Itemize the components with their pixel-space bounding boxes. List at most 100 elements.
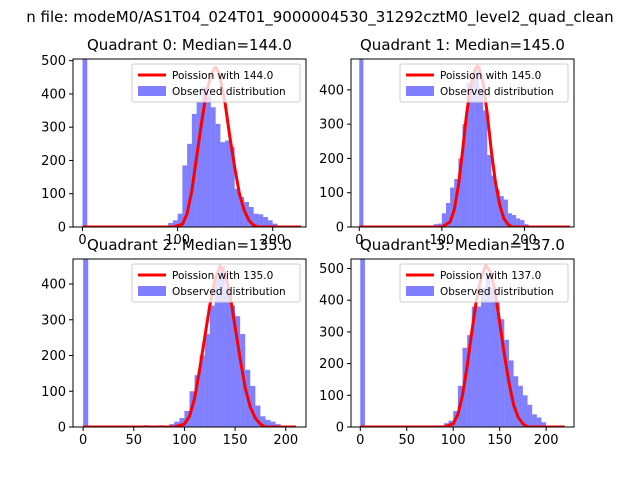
histogram-bar [272,223,278,227]
legend-frame [131,63,301,103]
histogram-bar [174,421,180,427]
histogram-bar [507,213,513,227]
histogram-bar [481,287,486,427]
axes-frame [350,58,575,228]
histogram-bar [462,124,467,227]
y-tick-label: 100 [41,385,66,400]
x-tick-label: 200 [273,433,298,448]
histogram-bar [229,147,235,227]
histogram-bar [503,199,508,227]
y-tick-label: 0 [58,421,66,436]
x-tick-label: 50 [126,433,143,448]
histogram-bar [487,155,492,227]
subplot-quadrant-2: 0 50 100 150 200 0 100 200 300 400 Quadrant 2: Med… [41,236,307,448]
y-tick-label: 100 [319,186,344,201]
histogram-bar [445,203,451,227]
legend-label-observed: Observed distribution [440,86,554,98]
histogram-bar [474,69,480,227]
subplot-title: Quadrant 0: Median=144.0 [87,36,292,54]
histogram-bar [234,188,240,227]
legend-label-observed: Observed distribution [440,286,554,298]
x-tick-label: 200 [534,433,559,448]
legend-bar-swatch [138,286,166,296]
histogram-bar [172,220,178,227]
x-tick-label: 200 [512,233,537,248]
legend: Poission with 144.0 Observed distribution [131,63,301,103]
histogram-bar [265,419,271,427]
histogram-bar [179,418,185,427]
legend-label-poisson: Poission with 145.0 [440,70,541,82]
histogram-bar [235,316,241,427]
x-tick-label: 100 [165,233,190,248]
y-tick-label: 200 [319,152,344,167]
histogram-bar [209,305,215,427]
histogram-bar [504,339,509,427]
histogram-bar [220,142,226,227]
histogram-bar [250,385,256,427]
y-tick-label: 100 [319,389,344,404]
legend-frame [399,63,569,103]
y-tick-label: 200 [41,154,66,169]
histogram-bar [479,89,484,227]
histogram-bar [520,220,525,227]
histogram-bar [219,266,225,427]
legend-bar-swatch [406,86,434,96]
histogram-bar [536,417,542,427]
histogram-bar [471,306,477,427]
histogram-bar [210,107,216,227]
y-tick-label: 300 [319,325,344,340]
plot-area [82,59,302,227]
histogram-bar [483,110,488,227]
x-tick-label: 150 [487,433,512,448]
legend-label-poisson: Poission with 144.0 [172,70,273,82]
subplot-quadrant-3: 0 50 100 150 200 0 100 200 300 400 500 Quadrant 3: … [319,236,575,448]
legend: Poission with 145.0 Observed distribution [399,63,569,103]
histogram-bar [512,215,517,227]
axes-frame [72,258,307,428]
histogram-bar [516,218,521,227]
histogram-bar [495,189,500,227]
y-tick-label: 300 [41,121,66,136]
histogram-bar [267,220,273,227]
histogram-bar [201,87,207,227]
y-tick-label: 400 [319,294,344,309]
figure-title: n file: modeM0/AS1T04_024T01_9000004530_… [26,8,613,27]
y-tick-label: 100 [41,187,66,202]
histogram-bar [360,259,365,427]
histogram-bar [248,207,254,227]
axes-frame [72,58,307,228]
y-tick-label: 400 [319,83,344,98]
histogram-bar [485,274,491,427]
histogram-bar [253,213,259,227]
histogram-bar [518,385,523,427]
y-tick-label: 400 [41,278,66,293]
y-tick-label: 0 [58,221,66,236]
legend: Poission with 137.0 Observed distribution [399,263,569,303]
legend: Poission with 135.0 Observed distribution [131,263,301,303]
histogram-bar [476,306,482,427]
histogram-bar [522,395,528,427]
histogram-bar [182,165,188,227]
histogram-bar [196,102,202,227]
legend-label-poisson: Poission with 137.0 [440,270,541,282]
x-tick-label: 0 [78,233,86,248]
histogram-bar [490,287,496,427]
histogram-bar [199,355,205,427]
histogram-bar [466,83,471,227]
axes-frame [350,258,575,428]
subplot-quadrant-0: 0 100 200 0 100 200 300 400 500 Quadrant 0: Media… [41,36,307,248]
histogram-bar [359,59,364,227]
legend-frame [131,263,301,303]
histogram-bar [527,404,533,427]
histogram-bar [239,197,245,227]
x-tick-label: 200 [260,233,285,248]
histogram-bar [206,93,211,227]
histogram-bar [458,158,463,227]
histogram-bar [214,276,220,427]
histogram-bar [450,187,455,227]
subplot-title: Quadrant 1: Median=145.0 [360,36,565,54]
y-tick-label: 300 [41,313,66,328]
histogram-bar [270,421,276,427]
x-tick-label: 50 [398,433,415,448]
